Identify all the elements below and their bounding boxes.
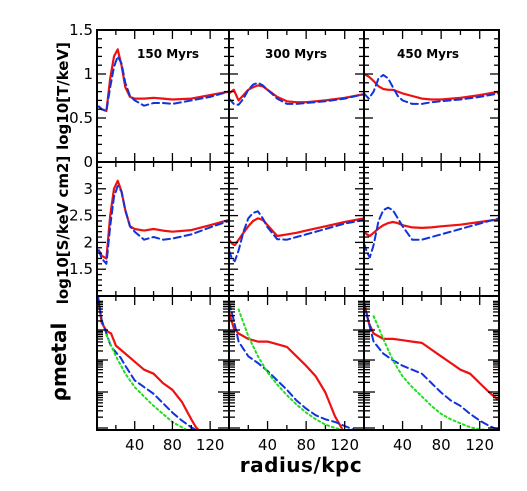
series-green-dotted-line-r3c1 [105, 333, 188, 430]
series-blue-dashed-line-r2c2 [229, 210, 364, 263]
series-blue-dashed-line-r3c1 [97, 296, 197, 430]
panel-grid: 0 0.5 1 1.5 1.5 2 2.5 3 40 80 120 40 80 120 40 80 120 [69, 21, 500, 454]
ylabel-temperature: log10[T/keV] [54, 42, 72, 150]
panel-frame-r3c3 [363, 295, 500, 431]
series-red-solid-line-r3c1 [97, 296, 200, 430]
series-red-solid-line-r2c3 [364, 218, 499, 238]
series-blue-dashed-line-r2c1 [97, 185, 229, 265]
series-red-solid-line-r1c1 [97, 48, 229, 113]
y-tick-label-r1: 1.5 [69, 21, 93, 39]
panel-label-col-2: 300 Myrs [265, 47, 327, 61]
series-blue-dashed-line-r1c3 [364, 73, 499, 105]
panel-frame-r3c2 [228, 295, 365, 431]
panel-frame-r2c3 [363, 161, 500, 297]
series-red-solid-line-r3c3 [364, 301, 499, 402]
y-tick-label-r1: 0 [83, 153, 93, 171]
y-tick-label-r2: 2.5 [69, 207, 93, 225]
series-green-dotted-line-r3c2 [237, 308, 344, 430]
series-green-dotted-line-r3c3 [372, 315, 489, 430]
y-tick-label-r2: 2 [83, 233, 93, 251]
x-tick-label: 40 [258, 436, 277, 454]
series-blue-dashed-line-r1c2 [229, 81, 364, 106]
panel-frame-r2c2 [228, 161, 365, 297]
panel-label-col-1: 150 Myrs [137, 47, 199, 61]
ylabel-metal-density: ρmetal [47, 323, 71, 402]
x-tick-label: 80 [163, 436, 182, 454]
y-tick-label-r2: 1.5 [69, 260, 93, 278]
x-tick-label: 80 [432, 436, 451, 454]
x-tick-label: 120 [330, 436, 359, 454]
x-tick-label: 120 [465, 436, 494, 454]
series-red-solid-line-r2c2 [229, 217, 364, 247]
panel-frame-r3c1 [96, 295, 230, 431]
series-red-solid-line-r3c2 [229, 311, 344, 430]
xlabel: radius/kpc [240, 453, 362, 477]
y-tick-label-r2: 3 [83, 180, 93, 198]
x-tick-label: 40 [393, 436, 412, 454]
series-blue-dashed-line-r3c2 [229, 301, 356, 430]
ylabel-entropy: log10[S/keV cm2] [54, 156, 72, 305]
series-red-solid-line-r1c3 [364, 72, 499, 101]
series-red-solid-line-r2c1 [97, 179, 229, 260]
x-tick-label: 40 [125, 436, 144, 454]
series-blue-dashed-line-r1c1 [97, 55, 229, 112]
panel-label-col-3: 450 Myrs [397, 47, 459, 61]
x-tick-label: 120 [196, 436, 225, 454]
y-tick-label-r1: 1 [83, 65, 93, 83]
y-tick-label-r1: 0.5 [69, 109, 93, 127]
series-blue-dashed-line-r2c3 [364, 206, 499, 259]
x-tick-label: 80 [297, 436, 316, 454]
series-blue-dashed-line-r3c3 [364, 301, 499, 430]
